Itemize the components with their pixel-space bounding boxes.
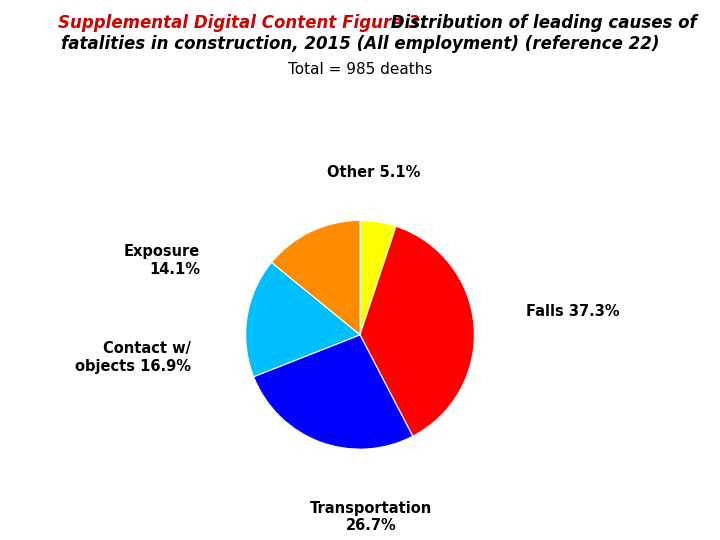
Text: fatalities in construction, 2015 (All employment) (reference 22): fatalities in construction, 2015 (All em… [60, 35, 660, 53]
Text: Total = 985 deaths: Total = 985 deaths [288, 62, 432, 77]
Text: Transportation
26.7%: Transportation 26.7% [310, 501, 433, 533]
Wedge shape [271, 220, 360, 335]
Text: Distribution of leading causes of: Distribution of leading causes of [385, 14, 697, 31]
Wedge shape [253, 335, 413, 449]
Text: Contact w/
objects 16.9%: Contact w/ objects 16.9% [75, 341, 191, 374]
Wedge shape [246, 262, 360, 377]
Text: Falls 37.3%: Falls 37.3% [526, 305, 619, 320]
Text: Exposure
14.1%: Exposure 14.1% [124, 244, 200, 276]
Text: Supplemental Digital Content Figure 3.: Supplemental Digital Content Figure 3. [58, 14, 426, 31]
Wedge shape [360, 220, 396, 335]
Wedge shape [360, 226, 474, 436]
Text: Other 5.1%: Other 5.1% [327, 165, 420, 180]
